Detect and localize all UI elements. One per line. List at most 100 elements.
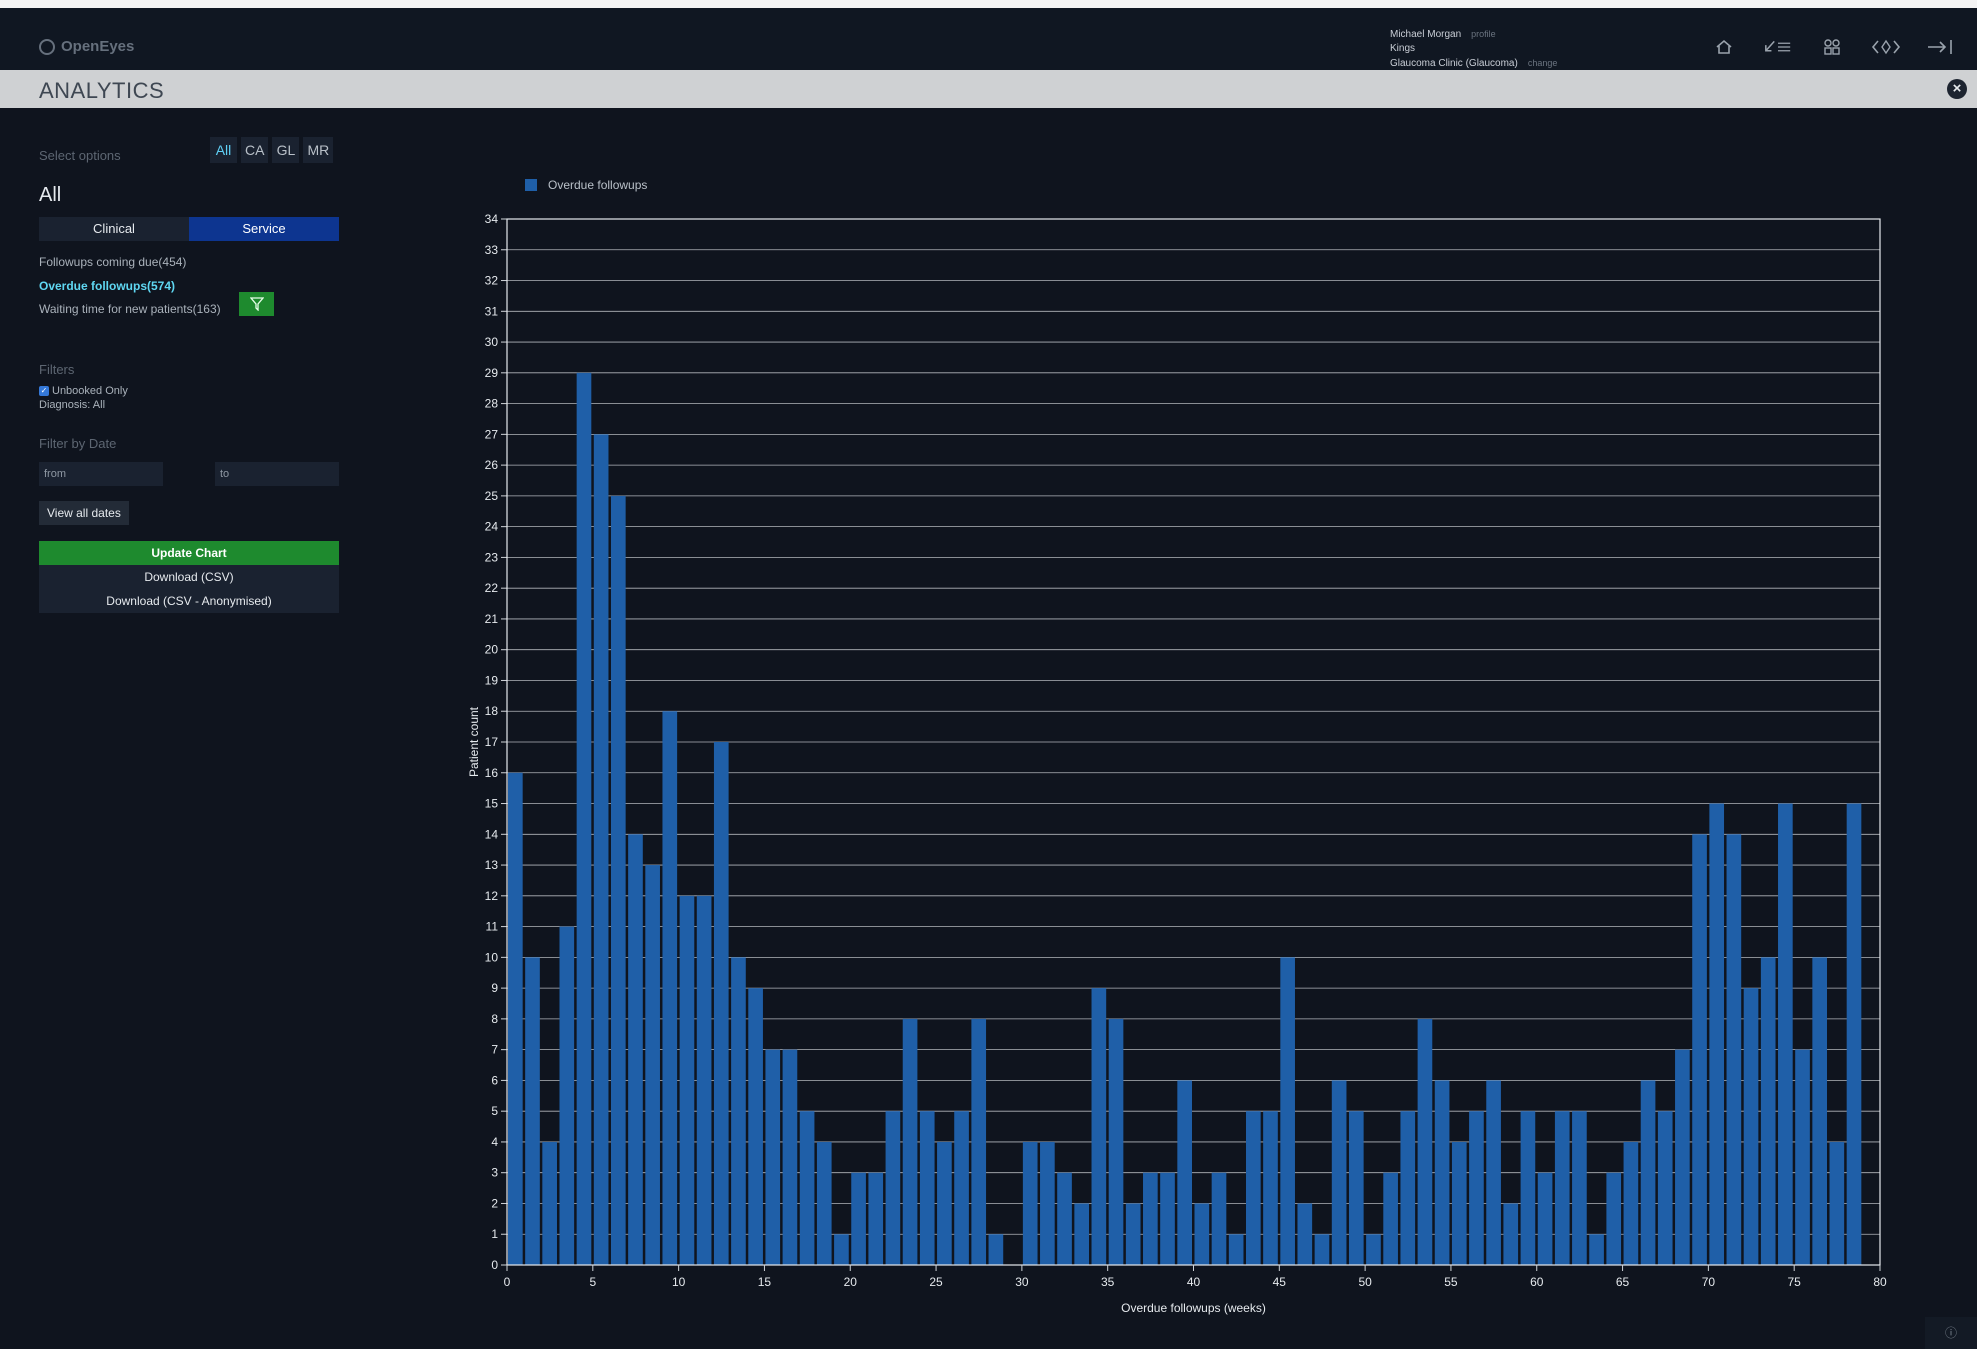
- profile-link[interactable]: profile: [1471, 29, 1496, 39]
- report-followups-coming-due[interactable]: Followups coming due(454): [39, 255, 187, 269]
- x-tick-label: 15: [758, 1275, 772, 1289]
- bar: [1812, 957, 1828, 1265]
- report-overdue-followups[interactable]: Overdue followups(574): [39, 279, 176, 293]
- checkbox-checked-icon[interactable]: ✓: [39, 386, 49, 396]
- logo-icon: [39, 38, 55, 55]
- bar: [593, 434, 609, 1266]
- info-icon[interactable]: ⓘ: [1925, 1317, 1977, 1349]
- specialty-tab-all[interactable]: All: [210, 137, 237, 163]
- x-tick-label: 55: [1444, 1275, 1458, 1289]
- y-tick-label: 29: [485, 366, 499, 380]
- filter-icon[interactable]: [239, 292, 274, 316]
- bar: [542, 1141, 557, 1265]
- download-csv-button[interactable]: Download (CSV): [39, 565, 339, 589]
- openeyes-logo[interactable]: OpenEyes: [39, 38, 134, 55]
- user-info: Michael Morgan profile Kings Glaucoma Cli…: [1390, 27, 1557, 71]
- bar: [696, 895, 712, 1265]
- y-tick-label: 10: [485, 950, 499, 964]
- apps-icon[interactable]: [1817, 34, 1847, 60]
- download-csv-anonymised-button[interactable]: Download (CSV - Anonymised): [39, 589, 339, 613]
- bar: [1194, 1203, 1210, 1265]
- y-tick-label: 14: [485, 827, 499, 841]
- y-tick-label: 6: [491, 1073, 498, 1087]
- unbooked-only-checkbox[interactable]: ✓ Unbooked Only: [39, 385, 128, 397]
- y-tick-label: 27: [485, 427, 499, 441]
- y-tick-label: 13: [485, 858, 499, 872]
- specialty-tab-mr[interactable]: MR: [303, 137, 334, 163]
- x-tick-label: 20: [844, 1275, 858, 1289]
- bar: [1829, 1141, 1845, 1265]
- bar: [1760, 957, 1776, 1265]
- x-tick-label: 60: [1530, 1275, 1544, 1289]
- clinical-tab[interactable]: Clinical: [39, 217, 189, 241]
- x-tick-label: 0: [504, 1275, 511, 1289]
- y-tick-label: 9: [491, 981, 498, 995]
- y-tick-label: 28: [485, 397, 499, 411]
- y-tick-label: 0: [491, 1258, 498, 1272]
- x-axis-label: Overdue followups (weeks): [1121, 1301, 1266, 1315]
- bar: [1297, 1203, 1313, 1265]
- date-to-input[interactable]: to: [215, 462, 339, 486]
- x-tick-label: 65: [1616, 1275, 1630, 1289]
- bar: [1675, 1049, 1690, 1265]
- bar: [954, 1111, 969, 1265]
- page-titlebar: ANALYTICS ×: [0, 70, 1977, 108]
- bar: [1743, 988, 1759, 1265]
- bar: [662, 711, 678, 1265]
- service-tab[interactable]: Service: [189, 217, 339, 241]
- bar: [868, 1172, 884, 1265]
- bar: [1606, 1172, 1622, 1265]
- report-type-toggle: Clinical Service: [39, 217, 339, 241]
- date-from-input[interactable]: from: [39, 462, 163, 486]
- bar: [1451, 1141, 1467, 1265]
- y-tick-label: 18: [485, 704, 499, 718]
- x-tick-label: 40: [1187, 1275, 1201, 1289]
- page-title: ANALYTICS: [39, 78, 165, 103]
- specialty-heading: All: [39, 184, 62, 206]
- home-icon[interactable]: [1709, 34, 1739, 60]
- bar: [1022, 1141, 1038, 1265]
- change-firm-link[interactable]: change: [1527, 58, 1558, 68]
- bar: [1572, 1111, 1587, 1265]
- x-tick-label: 30: [1015, 1275, 1029, 1289]
- specialty-tab-gl[interactable]: GL: [272, 137, 300, 163]
- y-tick-label: 3: [491, 1166, 498, 1180]
- specialty-tab-ca[interactable]: CA: [241, 137, 269, 163]
- bar: [1074, 1203, 1090, 1265]
- specialty-tabs: All CA GL MR: [210, 137, 334, 163]
- bar: [576, 372, 592, 1266]
- view-all-dates-button[interactable]: View all dates: [39, 501, 129, 525]
- x-tick-label: 25: [929, 1275, 943, 1289]
- bar: [1160, 1172, 1175, 1265]
- bar: [1640, 1080, 1656, 1265]
- bar: [748, 988, 763, 1265]
- update-chart-button[interactable]: Update Chart: [39, 541, 339, 565]
- bar: [1108, 1018, 1124, 1265]
- report-waiting-time[interactable]: Waiting time for new patients(163): [39, 302, 221, 316]
- logout-icon[interactable]: [1925, 34, 1955, 60]
- bar: [731, 957, 746, 1265]
- top-strip: [0, 0, 1977, 8]
- select-options-label: Select options: [39, 148, 121, 163]
- bar: [816, 1141, 832, 1265]
- y-tick-label: 19: [485, 673, 499, 687]
- bar: [919, 1111, 935, 1265]
- worklist-icon[interactable]: [1763, 34, 1793, 60]
- unbooked-only-label: Unbooked Only: [52, 385, 128, 397]
- navigation-icon[interactable]: [1871, 34, 1901, 60]
- legend-label: Overdue followups: [548, 178, 648, 192]
- diagnosis-filter[interactable]: Diagnosis: All: [39, 399, 106, 411]
- y-tick-label: 21: [485, 612, 499, 626]
- y-tick-label: 26: [485, 458, 499, 472]
- close-icon[interactable]: ×: [1947, 79, 1967, 99]
- bar: [1400, 1111, 1416, 1265]
- bar: [902, 1018, 918, 1265]
- bar: [1383, 1172, 1398, 1265]
- bar: [1554, 1111, 1570, 1265]
- bar: [851, 1172, 866, 1265]
- bar: [1795, 1049, 1810, 1265]
- y-tick-label: 20: [485, 643, 499, 657]
- bar: [1486, 1080, 1501, 1265]
- chart-legend: Overdue followups: [525, 178, 647, 192]
- x-tick-label: 70: [1702, 1275, 1716, 1289]
